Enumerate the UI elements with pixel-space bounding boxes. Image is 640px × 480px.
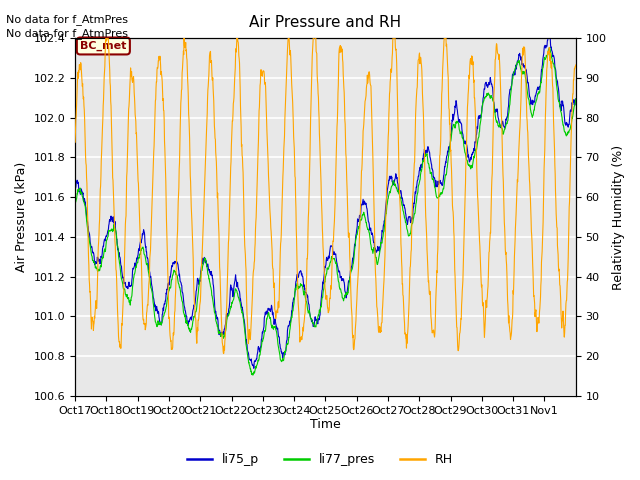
Title: Air Pressure and RH: Air Pressure and RH [250,15,401,30]
Text: No data for f_AtmPres: No data for f_AtmPres [6,28,129,39]
Text: BC_met: BC_met [80,41,127,51]
Y-axis label: Relativity Humidity (%): Relativity Humidity (%) [612,144,625,289]
Legend: li75_p, li77_pres, RH: li75_p, li77_pres, RH [182,448,458,471]
Text: No data for f_AtmPres: No data for f_AtmPres [6,13,129,24]
Y-axis label: Air Pressure (kPa): Air Pressure (kPa) [15,162,28,272]
X-axis label: Time: Time [310,419,341,432]
